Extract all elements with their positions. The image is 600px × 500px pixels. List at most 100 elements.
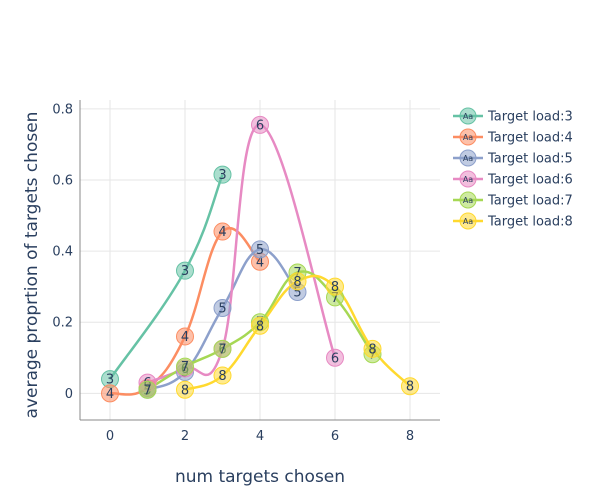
data-point[interactable]: 5 xyxy=(213,299,232,317)
data-point-label: 8 xyxy=(331,280,339,295)
legend-item[interactable]: Aa Target load:6 xyxy=(453,170,573,188)
data-point-marker xyxy=(213,299,232,317)
legend-item[interactable]: Aa Target load:4 xyxy=(453,128,573,146)
y-tick-label: 0.2 xyxy=(52,316,73,331)
data-point[interactable]: 8 xyxy=(363,339,382,358)
data-point[interactable]: 8 xyxy=(213,366,232,385)
legend-marker-label: Aa xyxy=(463,133,473,142)
series-line xyxy=(147,123,337,384)
legend-label: Target load:7 xyxy=(487,194,573,209)
data-point-marker xyxy=(101,384,119,403)
data-point-marker xyxy=(363,339,382,358)
data-point-label: 4 xyxy=(181,330,189,345)
data-point-marker xyxy=(288,272,307,291)
data-point-label: 3 xyxy=(106,373,114,388)
data-point[interactable]: 6 xyxy=(251,115,269,134)
legend-marker-label: Aa xyxy=(463,175,473,184)
data-point-marker xyxy=(213,339,232,358)
x-axis-title: num targets chosen xyxy=(175,467,345,487)
legend-label: Target load:4 xyxy=(487,131,573,146)
data-point[interactable]: 3 xyxy=(176,261,194,280)
legend-marker-label: Aa xyxy=(463,217,473,226)
data-point-label: 5 xyxy=(218,302,226,317)
data-point-label: 7 xyxy=(218,342,226,357)
data-point-label: 7 xyxy=(143,383,151,398)
data-point[interactable]: 5 xyxy=(251,240,269,259)
legend-marker-label: Aa xyxy=(463,112,473,121)
data-point-label: 7 xyxy=(331,291,339,306)
data-point-marker xyxy=(326,348,344,367)
legend[interactable]: Aa Target load:3 Aa Target load:4 Aa Target l… xyxy=(453,107,573,230)
y-axis-title: average proprtion of targets chosen xyxy=(22,112,42,419)
data-point[interactable]: 8 xyxy=(251,316,269,335)
legend-label: Target load:5 xyxy=(487,152,573,167)
x-tick-label: 8 xyxy=(406,429,414,444)
data-point-label: 8 xyxy=(218,369,226,384)
data-point[interactable]: 7 xyxy=(138,380,157,399)
series-line xyxy=(108,174,224,380)
data-point-marker xyxy=(176,261,194,280)
data-point[interactable]: 8 xyxy=(401,377,419,396)
legend-label: Target load:6 xyxy=(487,173,573,188)
data-point-label: 7 xyxy=(181,360,189,375)
data-point[interactable]: 8 xyxy=(326,277,344,296)
data-point[interactable]: 4 xyxy=(176,327,194,346)
data-point[interactable]: 3 xyxy=(213,165,232,184)
data-point-label: 8 xyxy=(256,319,264,334)
data-point[interactable]: 4 xyxy=(213,222,232,241)
y-tick-label: 0 xyxy=(65,387,73,402)
data-point-marker xyxy=(251,316,269,335)
data-point-marker xyxy=(176,380,194,399)
data-point-label: 6 xyxy=(256,118,264,133)
x-tick-label: 6 xyxy=(331,429,339,444)
data-point[interactable]: 8 xyxy=(288,272,307,291)
data-point-label: 3 xyxy=(181,264,189,279)
legend-item[interactable]: Aa Target load:8 xyxy=(453,212,573,230)
y-tick-label: 0.6 xyxy=(52,174,73,189)
data-point-label: 5 xyxy=(256,243,264,258)
data-point-label: 8 xyxy=(368,342,376,357)
legend-marker xyxy=(459,170,477,188)
data-point[interactable]: 4 xyxy=(101,384,119,403)
y-tick-label: 0.4 xyxy=(52,245,73,260)
x-tick-label: 0 xyxy=(106,429,114,444)
legend-item[interactable]: Aa Target load:7 xyxy=(453,191,573,209)
data-point[interactable]: 7 xyxy=(213,339,232,358)
legend-marker-label: Aa xyxy=(463,196,473,205)
data-point-marker xyxy=(251,115,269,134)
data-point-marker xyxy=(326,277,344,296)
data-point-marker xyxy=(401,377,419,396)
data-point[interactable]: 8 xyxy=(176,380,194,399)
legend-marker xyxy=(459,128,477,146)
axis-layer: 0 2 4 6 8 0 0.2 0.4 0.6 0.8 xyxy=(52,100,440,444)
data-point-label: 5 xyxy=(293,286,301,301)
data-point-label: 6 xyxy=(331,351,339,366)
legend-item[interactable]: Aa Target load:3 xyxy=(453,107,573,125)
legend-item[interactable]: Aa Target load:5 xyxy=(453,149,573,167)
data-point[interactable]: 7 xyxy=(176,357,194,376)
data-point-label: 4 xyxy=(218,225,226,240)
data-point-label: 3 xyxy=(218,168,226,183)
data-point-marker xyxy=(251,240,269,259)
legend-marker xyxy=(459,212,477,230)
data-point-label: 8 xyxy=(181,383,189,398)
data-point[interactable]: 6 xyxy=(326,348,344,367)
x-tick-label: 4 xyxy=(256,429,264,444)
data-point-marker xyxy=(213,165,232,184)
legend-marker xyxy=(459,191,477,209)
data-point-marker xyxy=(213,366,232,385)
data-point-label: 8 xyxy=(293,275,301,290)
data-point-marker xyxy=(176,327,194,346)
legend-label: Target load:8 xyxy=(487,215,573,230)
y-tick-label: 0.8 xyxy=(52,102,73,117)
data-point-marker xyxy=(213,222,232,241)
series-layer: 33344444555556666677777778888888 xyxy=(101,115,419,403)
data-point-marker xyxy=(138,380,157,399)
data-point-label: 8 xyxy=(406,380,414,395)
data-point-label: 4 xyxy=(106,387,114,402)
data-point-label: 4 xyxy=(256,255,264,270)
legend-marker xyxy=(459,149,477,167)
legend-marker-label: Aa xyxy=(463,154,473,163)
